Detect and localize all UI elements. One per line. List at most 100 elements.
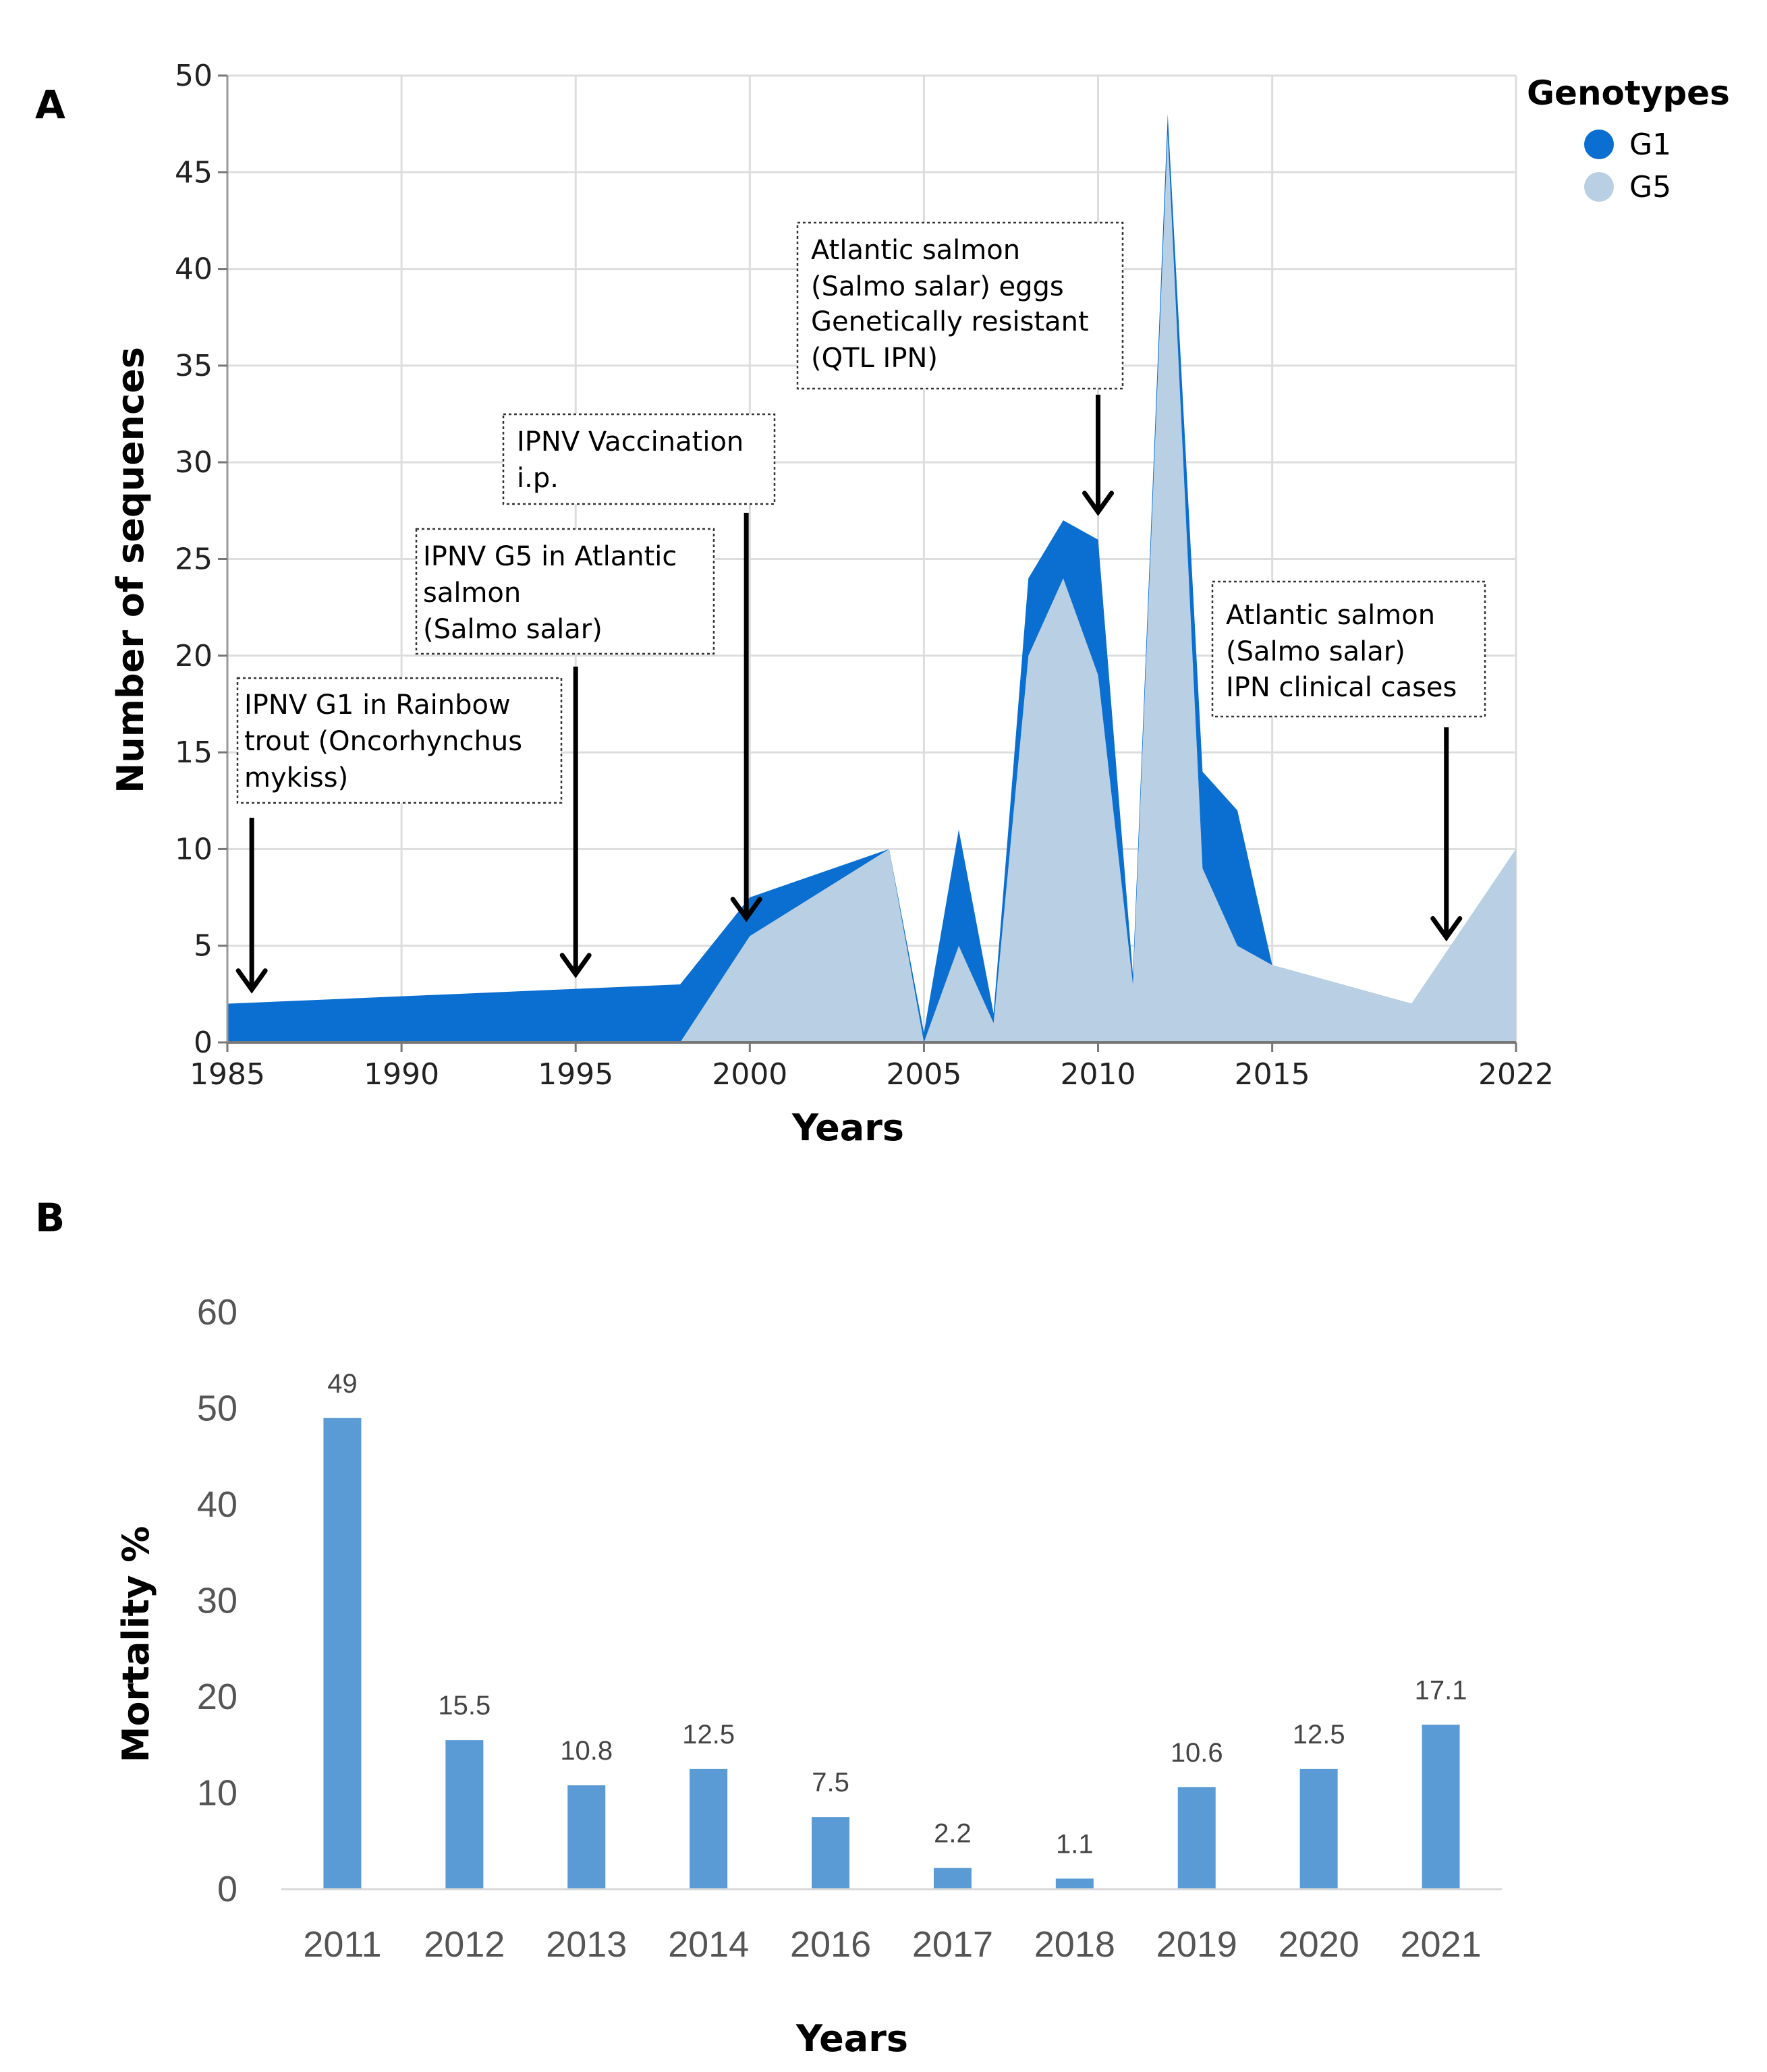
bar-value-label: 12.5	[1293, 1720, 1345, 1749]
bar-value-label: 17.1	[1415, 1675, 1467, 1705]
y-tick-label: 30	[197, 1581, 237, 1621]
legend-title: Genotypes	[1527, 74, 1730, 113]
panel-a-x-axis-title: Years	[791, 1107, 904, 1149]
x-tick-label: 2018	[1034, 1924, 1115, 1965]
x-tick-label: 2019	[1156, 1924, 1237, 1965]
bar	[690, 1768, 728, 1889]
panel-a-y-axis-title: Number of sequences	[109, 347, 152, 793]
x-tick-label: 2000	[712, 1057, 787, 1092]
panel-b-x-tick-labels: 2011 2012 2013 2014 2016 2017 2018 2019 2020 2021	[303, 1924, 1481, 1965]
x-tick-label: 2005	[886, 1057, 961, 1092]
x-tick-label: 2022	[1478, 1057, 1554, 1092]
x-tick-label: 2021	[1400, 1924, 1481, 1965]
annotation-line: trout (Oncorhynchus	[244, 726, 522, 757]
annotation-arrow-head	[235, 968, 268, 994]
y-tick-label: 35	[175, 349, 213, 383]
x-tick-label: 2010	[1061, 1057, 1136, 1092]
bar	[1422, 1725, 1460, 1889]
series-area-g5	[227, 133, 1516, 1043]
legend: Genotypes G1 G5	[1527, 74, 1730, 204]
x-tick-label: 2011	[303, 1924, 381, 1965]
panel-a-annotation-arrows	[235, 395, 1463, 994]
panel-a-label: A	[35, 82, 65, 128]
y-tick-label: 15	[175, 735, 213, 770]
x-tick-label: 2012	[424, 1924, 505, 1965]
panel-b-x-axis-title: Years	[795, 2017, 908, 2060]
bar	[1299, 1768, 1338, 1889]
bar	[812, 1817, 850, 1889]
y-tick-label: 20	[197, 1677, 237, 1717]
x-tick-label: 2016	[790, 1924, 871, 1965]
annotation-line: (QTL IPN)	[811, 343, 938, 374]
bar	[1055, 1878, 1094, 1889]
annotation-line: mykiss)	[244, 762, 348, 793]
x-tick-label: 2017	[912, 1924, 993, 1965]
annotation-line: i.p.	[517, 463, 559, 494]
bar-value-label: 2.2	[934, 1819, 972, 1849]
y-tick-label: 50	[175, 59, 213, 93]
y-tick-label: 0	[194, 1026, 213, 1060]
bar	[323, 1418, 362, 1889]
annotation-line: (Salmo salar)	[1226, 636, 1405, 667]
bar-value-label: 15.5	[438, 1691, 490, 1720]
annotation-line: Atlantic salmon	[1226, 600, 1435, 631]
legend-label-g1: G1	[1629, 128, 1671, 162]
y-tick-label: 40	[175, 252, 213, 287]
panel-b-bars: 49 15.5 10.8 12.5 7.5 2.2 1.1 10.6 12.5 17.1	[323, 1369, 1467, 1889]
annotation-line: Genetically resistant	[811, 306, 1089, 337]
bar-value-label: 7.5	[812, 1768, 849, 1797]
y-tick-label: 60	[197, 1292, 237, 1333]
panel-b-y-axis-title: Mortality %	[115, 1526, 157, 1763]
annotation-line: (Salmo salar) eggs	[811, 271, 1064, 302]
y-tick-label: 45	[175, 155, 213, 190]
annotation-line: IPNV G1 in Rainbow	[244, 690, 511, 721]
y-tick-label: 10	[197, 1773, 237, 1814]
annotation-qtl-eggs: Atlantic salmon (Salmo salar) eggs Genet…	[796, 221, 1124, 390]
x-tick-label: 2015	[1235, 1057, 1310, 1092]
legend-swatch-g1	[1584, 130, 1614, 159]
panel-b-label: B	[35, 1195, 65, 1241]
annotation-arrow-head	[1430, 916, 1463, 942]
annotation-line: IPNV G5 in Atlantic	[423, 541, 677, 572]
panel-a-y-tick-labels: 0 5 10 15 20 25 30 35 40 45 50	[175, 59, 227, 1060]
annotation-line: salmon	[423, 578, 521, 609]
bar	[567, 1785, 606, 1889]
annotation-ipnv-g1: IPNV G1 in Rainbow trout (Oncorhynchus m…	[236, 677, 563, 804]
y-tick-label: 50	[197, 1389, 237, 1429]
annotation-arrow-head	[730, 897, 762, 922]
annotation-arrow-head	[559, 953, 592, 978]
bar-value-label: 49	[327, 1369, 358, 1399]
y-tick-label: 10	[175, 832, 213, 866]
panel-a-gridlines	[227, 74, 1517, 1042]
x-tick-label: 2020	[1279, 1924, 1359, 1965]
bar	[445, 1740, 484, 1889]
panel-a-x-tick-labels: 1985 1990 1995 2000 2005 2010 2015 2022	[190, 1042, 1554, 1092]
x-tick-label: 1995	[538, 1057, 613, 1092]
bar-value-label: 10.6	[1171, 1738, 1223, 1768]
y-tick-label: 25	[175, 542, 213, 577]
x-tick-label: 2013	[546, 1924, 627, 1965]
x-tick-label: 1985	[190, 1057, 265, 1092]
legend-swatch-g5	[1584, 172, 1614, 202]
x-tick-label: 2014	[668, 1924, 749, 1965]
annotation-line: (Salmo salar)	[423, 614, 602, 645]
panel-b-y-tick-labels: 0 10 20 30 40 50 60	[197, 1292, 237, 1909]
x-tick-label: 1990	[364, 1057, 439, 1092]
annotation-clinical-cases: Atlantic salmon (Salmo salar) IPN clinic…	[1211, 580, 1486, 718]
legend-label-g5: G5	[1629, 170, 1671, 204]
bar-value-label: 10.8	[560, 1736, 613, 1766]
y-tick-label: 20	[175, 639, 213, 673]
annotation-line: Atlantic salmon	[811, 235, 1020, 266]
annotation-line: IPN clinical cases	[1226, 672, 1457, 703]
y-tick-label: 30	[175, 445, 213, 480]
annotation-vaccination: IPNV Vaccination i.p.	[502, 413, 776, 505]
bar	[1177, 1787, 1216, 1889]
y-tick-label: 40	[197, 1484, 237, 1525]
panel-a-stacked-areas	[227, 114, 1516, 1043]
annotation-line: IPNV Vaccination	[517, 426, 744, 457]
bar-value-label: 1.1	[1056, 1829, 1094, 1859]
y-tick-label: 0	[217, 1869, 237, 1909]
bar-value-label: 12.5	[682, 1720, 735, 1749]
annotation-ipnv-g5: IPNV G5 in Atlantic salmon (Salmo salar)	[415, 528, 715, 655]
